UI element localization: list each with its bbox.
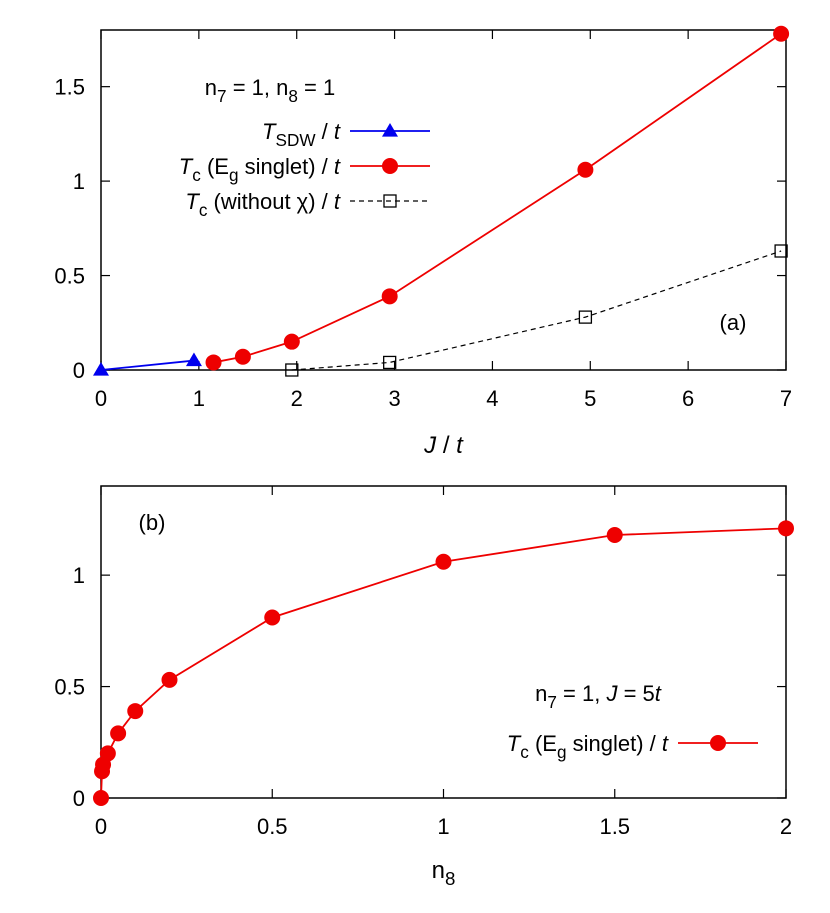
legend-header-part: 8	[288, 86, 298, 106]
data-point	[606, 527, 623, 544]
legend-label-part: t	[334, 119, 341, 144]
x-axis-label: J / t	[423, 432, 464, 459]
x-tick-label: 6	[682, 386, 694, 411]
legend-label: TSDW / t	[262, 119, 341, 150]
x-tick-label: 0	[95, 814, 107, 839]
legend-header: n7 = 1, n8 = 1	[205, 75, 335, 106]
x-tick-label: 5	[584, 386, 596, 411]
x-tick-label: 4	[486, 386, 498, 411]
data-point	[93, 790, 109, 806]
x-tick-label: 0	[95, 386, 107, 411]
legend-header-part: 7	[217, 86, 227, 106]
legend-label-part: g	[229, 165, 239, 185]
x-axis-label-part: n	[432, 857, 445, 884]
data-point	[383, 355, 397, 370]
x-tick-label: 1.5	[599, 814, 630, 839]
x-tick-label: 2	[291, 386, 303, 411]
legend-label-part: T	[179, 154, 194, 179]
legend-label-part: (E	[529, 731, 557, 756]
x-axis-label-part: 8	[445, 868, 455, 889]
data-point	[774, 244, 788, 258]
y-tick-label: 0	[73, 786, 85, 811]
data-point	[127, 703, 144, 720]
data-point	[110, 725, 127, 742]
legend-label: Tc (without χ) / t	[185, 189, 341, 220]
x-axis-label: n8	[432, 857, 456, 889]
legend-marker	[382, 123, 398, 137]
data-point	[578, 310, 593, 324]
legend-marker	[710, 735, 726, 751]
legend-label-part: c	[192, 165, 201, 185]
legend-label-part: c	[520, 742, 529, 762]
data-point	[285, 363, 299, 377]
data-point	[185, 352, 202, 367]
plot-frame-a	[100, 29, 787, 371]
y-tick-label: 1	[73, 169, 85, 194]
y-tick-label: 1.5	[54, 75, 85, 100]
series-line	[100, 359, 195, 371]
legend-header-part: = 1	[298, 75, 335, 100]
legend-label: Tc (Eg singlet) / t	[507, 731, 669, 762]
panel-label: (b)	[139, 510, 166, 535]
legend-header-part: = 1,	[557, 681, 607, 706]
legend-label-part: singlet) /	[567, 731, 662, 756]
legend-label: Tc (Eg singlet) / t	[179, 154, 341, 185]
legend-label-part: t	[662, 731, 669, 756]
legend-label-part: /	[316, 119, 334, 144]
legend-label-part: SDW	[276, 130, 317, 150]
legend-header-part: = 1, n	[227, 75, 289, 100]
panel-label: (a)	[720, 310, 747, 335]
x-axis-label-part: J	[423, 432, 437, 459]
series-line	[291, 250, 782, 371]
x-tick-label: 3	[388, 386, 400, 411]
y-tick-label: 1	[73, 563, 85, 588]
data-point	[264, 609, 281, 626]
legend-label-part: t	[334, 189, 341, 214]
data-point	[283, 333, 300, 350]
y-tick-label: 0.5	[54, 264, 85, 289]
data-point	[435, 553, 452, 570]
legend-header-part: t	[655, 681, 662, 706]
x-tick-label: 2	[780, 814, 792, 839]
data-point	[205, 354, 222, 371]
legend-marker	[383, 194, 397, 208]
legend-header-part: n	[535, 681, 547, 706]
legend-header: n7 = 1, J = 5t	[535, 681, 662, 712]
legend-label-part: T	[185, 189, 200, 214]
legend-marker	[382, 158, 398, 174]
data-point	[778, 520, 794, 537]
data-point	[381, 288, 398, 305]
legend-header-part: n	[205, 75, 217, 100]
legend-label-part: T	[262, 119, 277, 144]
data-point	[161, 671, 178, 688]
x-tick-label: 0.5	[257, 814, 288, 839]
legend-label-part: t	[334, 154, 341, 179]
x-axis-label-part: t	[456, 432, 464, 459]
x-axis-label-part: /	[436, 432, 456, 459]
legend-label-part: c	[199, 200, 208, 220]
x-tick-label: 7	[780, 386, 792, 411]
data-point	[577, 161, 594, 178]
legend-header-part: = 5	[617, 681, 654, 706]
legend-header-part: J	[605, 681, 618, 706]
legend-label-part: g	[557, 742, 567, 762]
legend-label-part: (E	[201, 154, 229, 179]
x-tick-label: 1	[193, 386, 205, 411]
legend-label-part: T	[507, 731, 522, 756]
data-point	[99, 745, 116, 762]
x-tick-label: 1	[437, 814, 449, 839]
y-tick-label: 0	[73, 358, 85, 383]
data-point	[93, 362, 109, 376]
data-point	[773, 25, 790, 42]
data-point	[234, 348, 251, 365]
legend-label-part: (without χ) /	[207, 189, 333, 214]
legend-label-part: singlet) /	[239, 154, 334, 179]
legend-header-part: 7	[547, 692, 557, 712]
y-tick-label: 0.5	[54, 675, 85, 700]
